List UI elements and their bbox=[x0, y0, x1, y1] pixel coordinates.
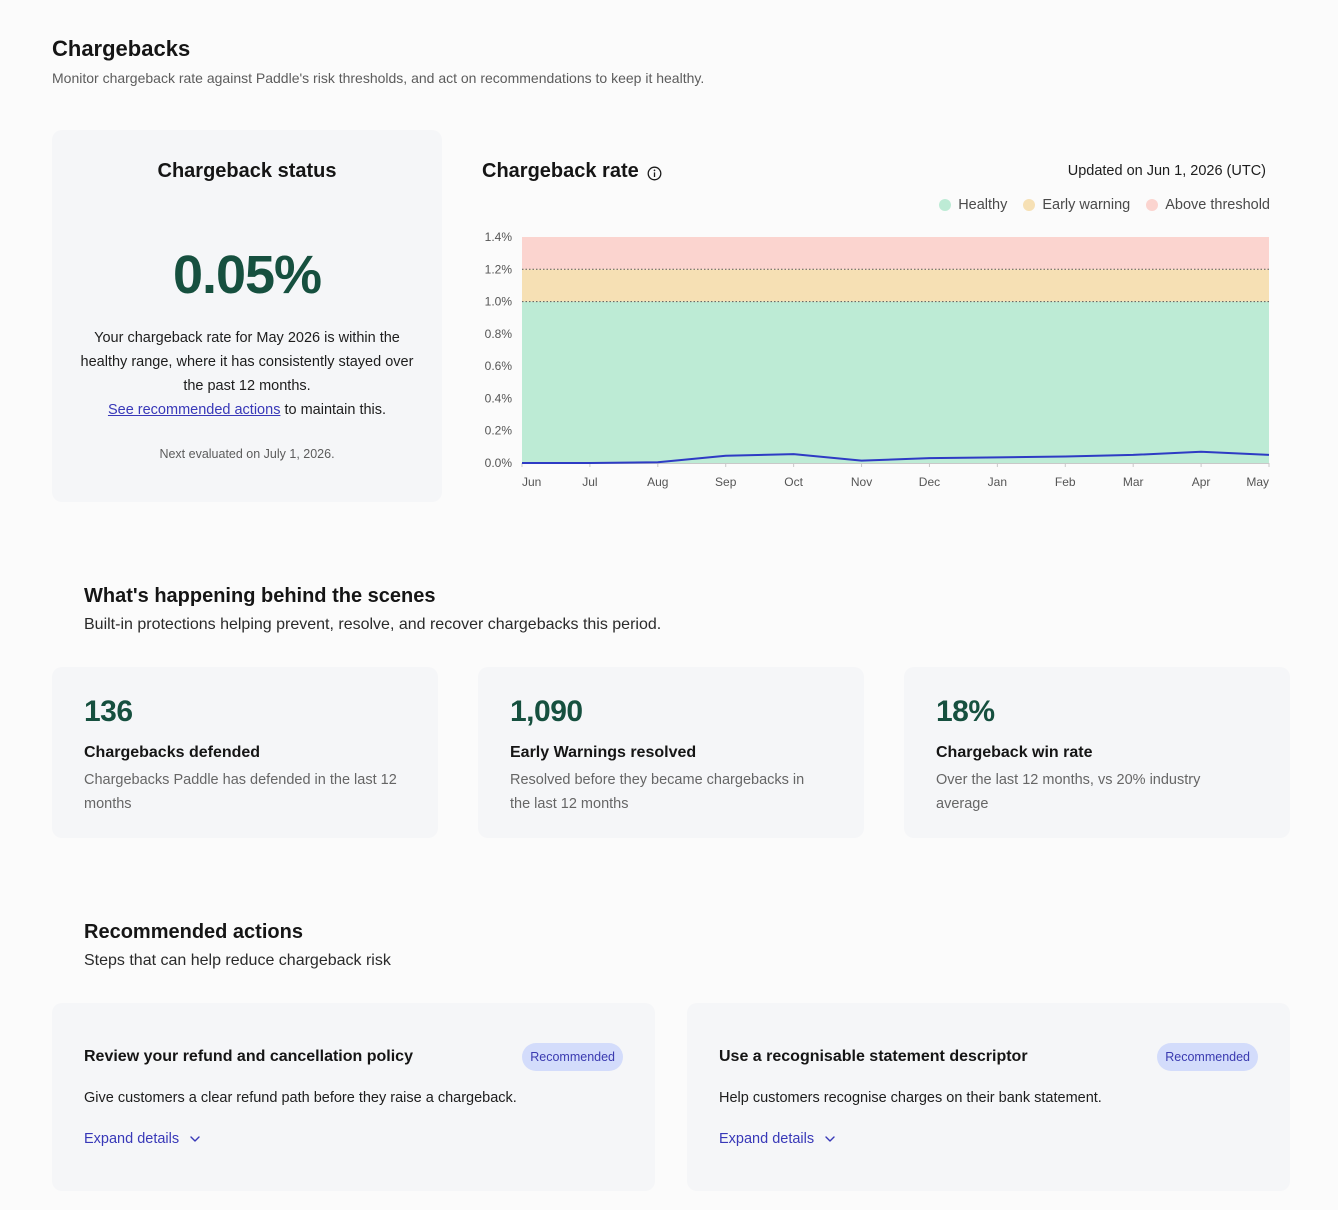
stat-value: 1,090 bbox=[510, 695, 583, 728]
legend-label-healthy: Healthy bbox=[958, 197, 1008, 213]
band-healthy bbox=[522, 301, 1269, 463]
stat-value: 136 bbox=[84, 695, 133, 728]
chevron-down-icon bbox=[189, 1133, 201, 1145]
chargeback-status-card: Chargeback status 0.05% Your chargeback … bbox=[52, 130, 442, 502]
recommended-badge: Recommended bbox=[1157, 1043, 1258, 1071]
action-description: Help customers recognise charges on thei… bbox=[719, 1090, 1102, 1106]
legend-label-early-warning: Early warning bbox=[1042, 197, 1131, 213]
action-card-statement-descriptor: Use a recognisable statement descriptor … bbox=[687, 1003, 1290, 1191]
legend-dot-early-warning bbox=[1023, 199, 1036, 211]
chargeback-rate-chart: 0.0% 0.2% 0.4% 0.6% 0.8% 1.0% 1.2% 1.4% Jun Jul Au… bbox=[485, 230, 1270, 489]
x-tick-label: Nov bbox=[851, 475, 872, 489]
x-tick-label: Sep bbox=[715, 475, 737, 489]
status-description: Your chargeback rate for May 2026 is wit… bbox=[76, 326, 418, 422]
expand-details-label: Expand details bbox=[719, 1131, 815, 1147]
expand-details-label: Expand details bbox=[84, 1131, 180, 1147]
page-title: Chargebacks bbox=[52, 36, 191, 61]
status-description-suffix: to maintain this. bbox=[280, 402, 387, 418]
info-circle-icon[interactable] bbox=[647, 164, 662, 181]
chart-title-row: Chargeback rate bbox=[482, 160, 662, 183]
x-tick-label: Apr bbox=[1192, 475, 1211, 489]
y-tick-label: 1.0% bbox=[485, 295, 513, 309]
legend-item-early-warning: Early warning bbox=[1023, 197, 1130, 213]
stat-label: Early Warnings resolved bbox=[510, 744, 697, 761]
x-tick-label: Dec bbox=[919, 475, 940, 489]
actions-title: Recommended actions bbox=[84, 921, 303, 943]
y-tick-label: 0.6% bbox=[485, 359, 513, 373]
status-title: Chargeback status bbox=[157, 160, 337, 182]
x-tick-label: Jun bbox=[522, 475, 541, 489]
band-early-warning bbox=[522, 269, 1269, 302]
action-description: Give customers a clear refund path befor… bbox=[84, 1090, 517, 1106]
stat-card-chargebacks-defended: 136 Chargebacks defended Chargebacks Pad… bbox=[52, 667, 438, 838]
y-tick-label: 0.0% bbox=[485, 456, 513, 470]
recommended-badge: Recommended bbox=[522, 1043, 623, 1071]
y-tick-label: 1.4% bbox=[485, 230, 513, 244]
chart-title: Chargeback rate bbox=[482, 160, 639, 182]
y-tick-label: 0.8% bbox=[485, 327, 513, 341]
chargeback-rate-line bbox=[522, 450, 1270, 464]
page-subtitle: Monitor chargeback rate against Paddle's… bbox=[52, 70, 705, 86]
legend-dot-healthy bbox=[939, 199, 952, 211]
chevron-down-icon bbox=[824, 1133, 836, 1145]
scenes-subtitle: Built-in protections helping prevent, re… bbox=[84, 616, 662, 633]
x-tick-label: Jul bbox=[582, 475, 597, 489]
chart-updated-timestamp: Updated on Jun 1, 2026 (UTC) bbox=[1067, 163, 1266, 179]
legend-label-above-threshold: Above threshold bbox=[1165, 197, 1270, 213]
chart-legend: Healthy Early warning Above threshold bbox=[939, 197, 1270, 213]
next-evaluated-note: Next evaluated on July 1, 2026. bbox=[159, 447, 335, 461]
expand-details-button[interactable]: Expand details bbox=[719, 1131, 836, 1147]
expand-details-button[interactable]: Expand details bbox=[84, 1131, 201, 1147]
actions-subtitle: Steps that can help reduce chargeback ri… bbox=[84, 952, 391, 969]
status-rate-value: 0.05% bbox=[172, 245, 322, 305]
stat-label: Chargebacks defended bbox=[84, 744, 261, 761]
see-recommended-actions-link[interactable]: See recommended actions bbox=[107, 402, 281, 418]
x-tick-label: Aug bbox=[647, 475, 668, 489]
stat-label: Chargeback win rate bbox=[936, 744, 1093, 761]
y-tick-label: 1.2% bbox=[485, 262, 513, 276]
stat-description: Chargebacks Paddle has defended in the l… bbox=[84, 772, 397, 812]
x-tick-label: Oct bbox=[784, 475, 803, 489]
x-tick-label: May bbox=[1246, 475, 1269, 489]
legend-item-above-threshold: Above threshold bbox=[1146, 197, 1270, 213]
status-description-text: Your chargeback rate for May 2026 is wit… bbox=[80, 330, 414, 394]
x-tick-label: Feb bbox=[1055, 475, 1076, 489]
band-above-threshold bbox=[522, 237, 1269, 270]
stat-card-chargeback-win-rate: 18% Chargeback win rate Over the last 12… bbox=[904, 667, 1290, 838]
stat-value: 18% bbox=[936, 695, 995, 728]
legend-dot-above-threshold bbox=[1146, 199, 1159, 211]
y-tick-label: 0.4% bbox=[485, 391, 513, 405]
x-tick-label: Mar bbox=[1123, 475, 1144, 489]
x-tick-label: Jan bbox=[988, 475, 1007, 489]
action-title: Review your refund and cancellation poli… bbox=[84, 1048, 413, 1065]
scenes-title: What's happening behind the scenes bbox=[84, 585, 436, 607]
legend-item-healthy: Healthy bbox=[939, 197, 1007, 213]
stat-description: Resolved before they became chargebacks … bbox=[510, 772, 805, 812]
action-title: Use a recognisable statement descriptor bbox=[719, 1048, 1028, 1065]
stat-description: Over the last 12 months, vs 20% industry… bbox=[936, 772, 1201, 812]
action-card-refund-policy: Review your refund and cancellation poli… bbox=[52, 1003, 655, 1191]
stat-card-early-warnings-resolved: 1,090 Early Warnings resolved Resolved b… bbox=[478, 667, 864, 838]
y-tick-label: 0.2% bbox=[485, 424, 513, 438]
